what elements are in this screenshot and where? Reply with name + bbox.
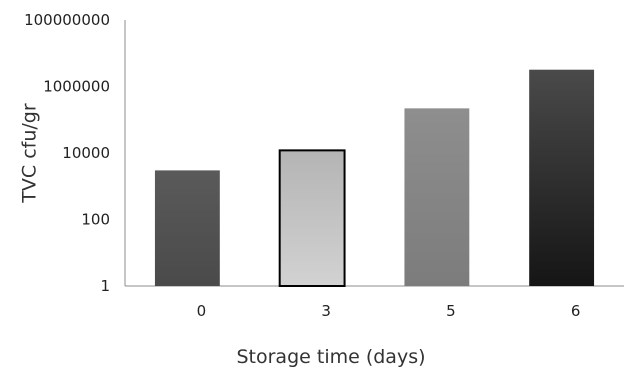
x-tick-label: 0 — [197, 302, 207, 320]
x-axis-title: Storage time (days) — [236, 346, 425, 368]
y-axis-title: TVC cfu/gr — [19, 103, 41, 204]
y-tick-label: 1 — [100, 277, 110, 295]
x-tick-labels: 0 3 5 6 — [197, 302, 581, 320]
bar-day-5 — [404, 108, 470, 287]
y-tick-labels: 1 100 10000 1000000 100000000 — [24, 11, 110, 295]
x-tick-label: 3 — [321, 302, 331, 320]
bars — [154, 69, 595, 287]
y-tick-label: 100 — [81, 211, 110, 229]
y-tick-label: 1000000 — [43, 78, 110, 96]
x-tick-label: 5 — [446, 302, 456, 320]
y-tick-label: 10000 — [62, 144, 110, 162]
x-tick-label: 6 — [571, 302, 581, 320]
bar-day-0 — [154, 170, 220, 286]
y-tick-label: 100000000 — [24, 11, 110, 29]
bar-day-3 — [278, 149, 346, 287]
bar-day-6 — [529, 69, 595, 286]
